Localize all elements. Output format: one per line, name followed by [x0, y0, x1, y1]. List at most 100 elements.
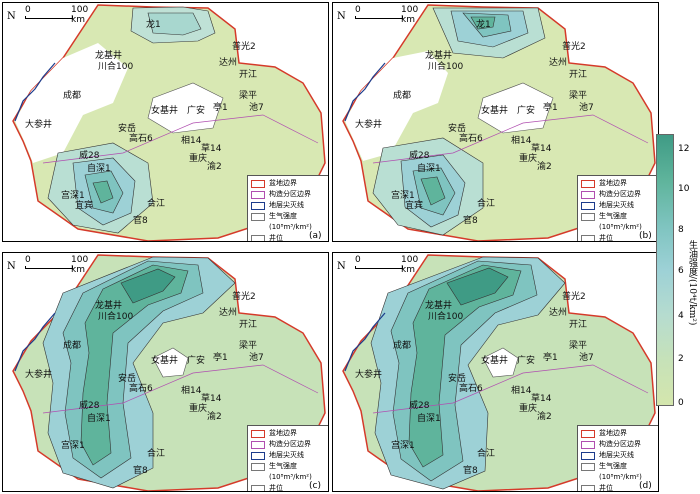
place-chengdu: 成都	[393, 91, 412, 101]
scale-zero: 0	[355, 255, 361, 265]
map-panel-a: N 0 100 km 龙1 普光2 达州 开江 梁平 池7 亭1 龙基井 川合1…	[2, 2, 329, 242]
place-yibin: 宜宾	[75, 201, 94, 211]
map-panel-b: N 0 100 km 龙1 普光2 达州 开江 梁平 池7 亭1 龙基井 川合1…	[332, 2, 659, 242]
legend-pinchout: 地层尖灭线	[269, 451, 304, 459]
place-cao14: 草14	[531, 144, 552, 154]
place-chi7: 池7	[249, 103, 264, 113]
place-yibin: 宜宾	[405, 201, 424, 211]
place-chi7: 池7	[249, 353, 264, 363]
place-anyue: 安岳	[118, 374, 137, 384]
place-cao14: 草14	[201, 394, 222, 404]
scale-bar: 0 100 km	[355, 255, 418, 275]
legend-intensity-unit: (10⁸m³/km²)	[599, 223, 642, 231]
place-yu2: 渝2	[537, 412, 552, 422]
scale-zero: 0	[25, 5, 31, 15]
legend: 盆地边界 构造分区边界 地层尖灭线 生气强度 (10⁸m³/km²) 井位 地名	[247, 425, 328, 491]
place-nujijing: 女基井	[481, 106, 509, 116]
colorbar	[656, 134, 674, 406]
place-guangan: 广安	[517, 356, 536, 366]
well-symbol	[251, 234, 265, 241]
well-symbol	[581, 484, 595, 491]
scale-label: 100 km	[401, 255, 419, 275]
place-longjijing: 龙基井	[95, 51, 123, 61]
panel-label-c: (c)	[309, 481, 321, 491]
colorbar-tick-8: 8	[678, 225, 684, 235]
colorbar-tick-2: 2	[678, 354, 684, 364]
place-chengdu: 成都	[63, 341, 82, 351]
legend-intensity: 生气强度	[269, 462, 297, 470]
place-zishen1: 自深1	[87, 164, 111, 174]
legend-zone-boundary: 构造分区边界	[599, 190, 641, 198]
place-xiang14: 相14	[181, 136, 202, 146]
place-xiang14: 相14	[511, 136, 532, 146]
place-zishen1: 自深1	[417, 164, 441, 174]
legend-intensity: 生气强度	[599, 212, 627, 220]
legend-well: 井位	[599, 234, 613, 242]
place-guan8: 官8	[463, 466, 478, 476]
colorbar-tick-10: 10	[678, 184, 690, 194]
place-long1: 龙1	[476, 20, 491, 30]
place-kaijiang: 开江	[569, 320, 588, 330]
scale-bar: 0 100 km	[355, 5, 418, 25]
place-chuanhe100: 川合100	[428, 312, 464, 322]
scale-line	[25, 266, 73, 269]
north-arrow: N	[337, 11, 346, 22]
place-nujijing: 女基井	[481, 356, 509, 366]
place-liangping: 梁平	[239, 341, 258, 351]
basin-boundary-symbol	[581, 179, 595, 188]
pinchout-symbol	[581, 451, 595, 460]
place-dazhou: 达州	[219, 58, 238, 68]
well-symbol	[251, 484, 265, 491]
scale-bar: 0 100 km	[25, 255, 88, 275]
scale-zero: 0	[25, 255, 31, 265]
place-chongqing: 重庆	[519, 404, 538, 414]
legend-zone-boundary: 构造分区边界	[269, 440, 311, 448]
legend-pinchout: 地层尖灭线	[599, 201, 634, 209]
place-liangping: 梁平	[239, 91, 258, 101]
place-guan8: 官8	[133, 466, 148, 476]
place-long1: 龙1	[146, 20, 161, 30]
legend-intensity: 生气强度	[269, 212, 297, 220]
place-wei28: 威28	[79, 151, 100, 161]
scale-label: 100 km	[71, 255, 89, 275]
place-ting1: 亭1	[543, 103, 558, 113]
colorbar-tick-6: 6	[678, 266, 684, 276]
north-arrow: N	[7, 261, 16, 272]
legend-zone-boundary: 构造分区边界	[599, 440, 641, 448]
place-gaoshi6: 高石6	[129, 384, 153, 394]
place-kaijiang: 开江	[239, 320, 258, 330]
place-gongshen1: 宫深1	[391, 441, 415, 451]
north-arrow: N	[7, 11, 16, 22]
colorbar-tick-12: 12	[678, 144, 690, 154]
place-dazhou: 达州	[549, 308, 568, 318]
place-hejiang: 合江	[147, 199, 166, 209]
place-xiang14: 相14	[181, 386, 202, 396]
legend-basin-boundary: 盆地边界	[599, 429, 627, 437]
place-dashenjing: 大参井	[355, 370, 383, 380]
place-cao14: 草14	[201, 144, 222, 154]
zone-boundary-symbol	[251, 190, 265, 199]
panel-label-b: (b)	[639, 231, 652, 241]
panel-label-d: (d)	[639, 481, 652, 491]
place-guan8: 官8	[463, 216, 478, 226]
place-gongshen1: 宫深1	[61, 191, 85, 201]
map-panel-d: N 0 100 km 普光2 达州 开江 梁平 池7 亭1 龙基井 川合100 …	[332, 252, 659, 492]
place-longjijing: 龙基井	[425, 51, 453, 61]
place-wei28: 威28	[409, 151, 430, 161]
legend-intensity-unit: (10⁸m³/km²)	[269, 223, 312, 231]
legend-well: 井位	[269, 234, 283, 242]
place-ting1: 亭1	[213, 353, 228, 363]
scale-label: 100 km	[401, 5, 419, 25]
legend-pinchout: 地层尖灭线	[599, 451, 634, 459]
zone-boundary-symbol	[581, 190, 595, 199]
place-yu2: 渝2	[537, 162, 552, 172]
intensity-symbol	[251, 462, 265, 471]
place-hejiang: 合江	[477, 449, 496, 459]
place-anyue: 安岳	[448, 124, 467, 134]
place-dazhou: 达州	[549, 58, 568, 68]
basin-map-a	[12, 4, 326, 241]
colorbar-title: 生油强度/(10⁴t/km²)	[687, 240, 697, 326]
place-gaoshi6: 高石6	[129, 134, 153, 144]
place-dashenjing: 大参井	[25, 370, 53, 380]
place-yu2: 渝2	[207, 162, 222, 172]
